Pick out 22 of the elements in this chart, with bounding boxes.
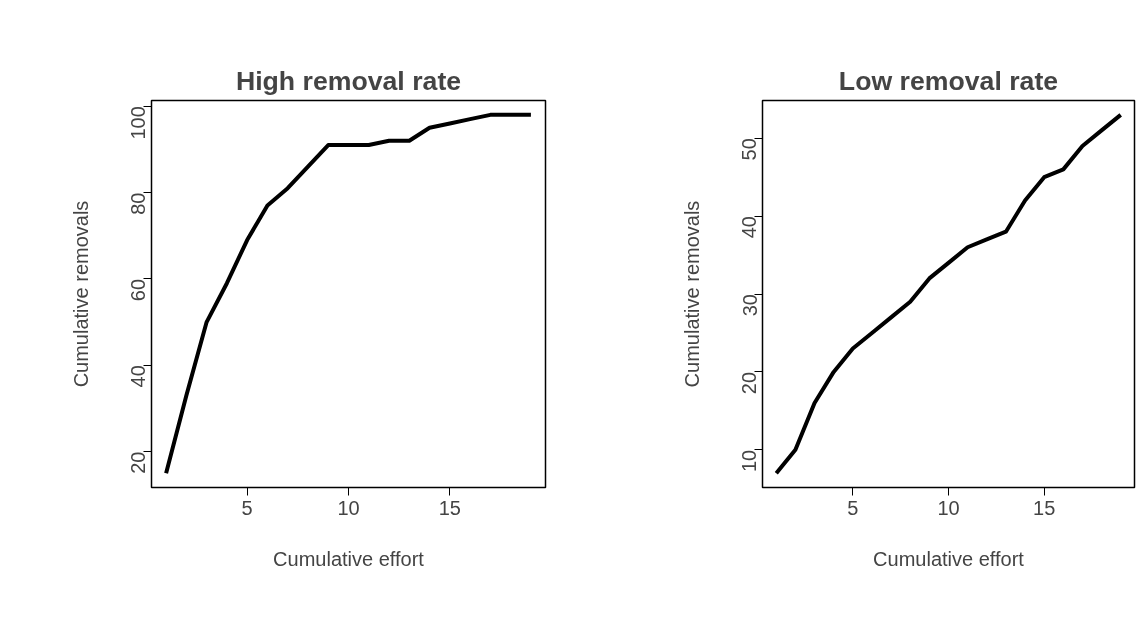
y-tick-label: 10 <box>738 449 761 473</box>
y-tick-label: 40 <box>738 216 761 239</box>
y-tick-label: 20 <box>127 451 150 474</box>
chart-title: High removal rate <box>235 65 462 96</box>
y-axis-title: Cumulative removals <box>680 200 703 388</box>
chart-title: Low removal rate <box>838 65 1059 96</box>
y-tick-label: 60 <box>127 278 150 302</box>
y-tick-label: 50 <box>738 138 761 161</box>
x-tick-label: 15 <box>438 496 461 519</box>
x-tick-label: 5 <box>241 496 253 519</box>
x-tick-label: 10 <box>337 496 360 519</box>
y-tick-label: 80 <box>127 192 150 215</box>
y-tick-label: 40 <box>127 365 150 388</box>
y-tick-label: 20 <box>738 371 761 395</box>
x-axis-title: Cumulative effort <box>873 547 1025 570</box>
x-tick-label: 15 <box>1033 496 1056 519</box>
x-tick-label: 5 <box>847 496 859 519</box>
y-tick-label: 100 <box>127 106 150 140</box>
y-axis-title: Cumulative removals <box>69 200 92 388</box>
x-tick-label: 10 <box>937 496 960 519</box>
y-tick-label: 30 <box>738 294 761 317</box>
x-axis-title: Cumulative effort <box>273 547 425 570</box>
